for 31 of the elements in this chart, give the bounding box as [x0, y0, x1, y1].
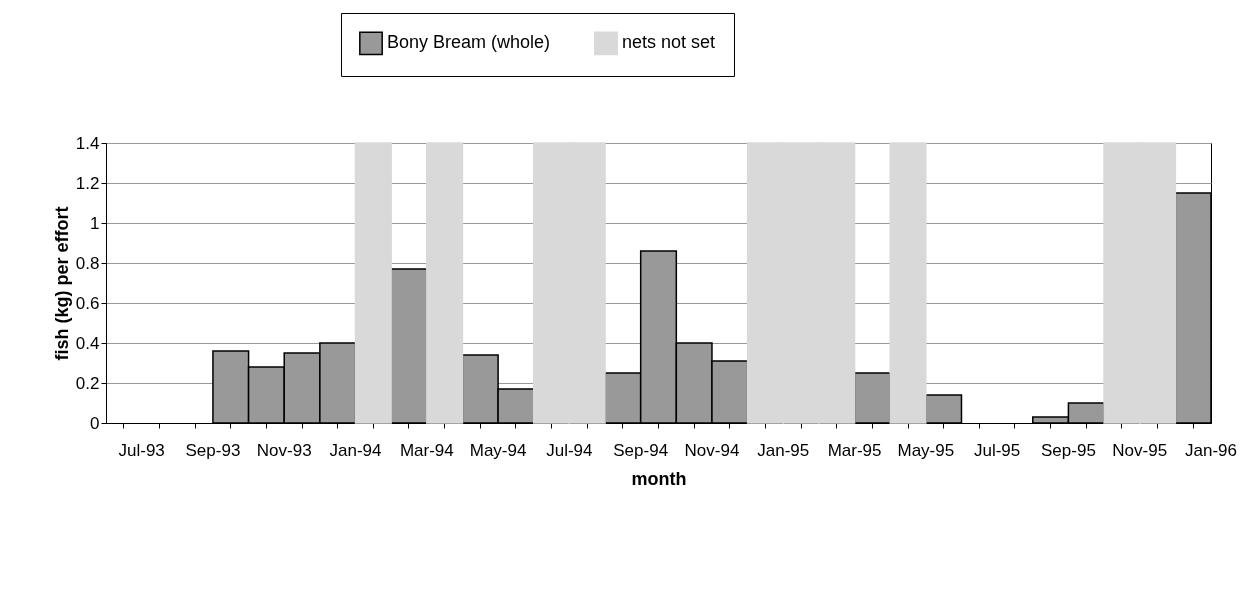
legend-label: Bony Bream (whole)	[387, 32, 551, 53]
x-tick-label: Mar-95	[827, 440, 882, 460]
x-tick-label: Jul-93	[118, 440, 165, 460]
x-tick-label: Sep-93	[185, 440, 241, 460]
y-axis-title: fish (kg) per effort	[51, 206, 72, 361]
y-tick-label: 0.6	[75, 293, 100, 313]
x-axis-title: month	[631, 468, 687, 489]
x-tick-label: Jan-94	[329, 440, 382, 460]
bar	[889, 142, 927, 424]
x-tick-label: Nov-93	[256, 440, 312, 460]
x-tick-label: May-94	[469, 440, 527, 460]
y-tick-label: 0.8	[75, 253, 100, 273]
y-tick-label: 0	[90, 413, 100, 433]
x-tick-label: Sep-95	[1041, 440, 1096, 460]
x-tick-label: Jul-94	[546, 440, 593, 460]
x-tick-label: Jan-96	[1185, 440, 1237, 460]
y-tick-label: 0.4	[75, 333, 100, 353]
x-tick-label: Sep-94	[613, 440, 669, 460]
y-tick-label: 1.4	[75, 133, 100, 153]
bar	[426, 142, 464, 424]
legend-label: nets not set	[622, 32, 716, 53]
x-tick-label: Jan-95	[757, 440, 810, 460]
x-tick-label: May-95	[897, 440, 955, 460]
y-tick-label: 1.2	[75, 173, 100, 193]
bar	[354, 142, 392, 424]
y-tick-label: 1	[90, 213, 100, 233]
x-tick-label: Nov-95	[1112, 440, 1168, 460]
y-tick-label: 0.2	[75, 373, 100, 393]
x-tick-label: Nov-94	[684, 440, 740, 460]
x-tick-label: Jul-95	[973, 440, 1021, 460]
x-tick-label: Mar-94	[399, 440, 454, 460]
